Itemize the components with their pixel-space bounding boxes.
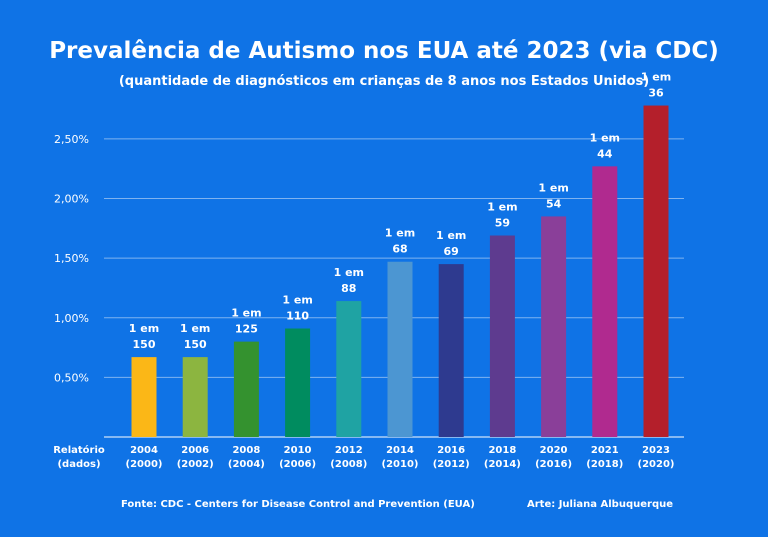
x-tick-label-year: 2018 [488, 445, 516, 456]
x-tick-label-data-year: (2012) [433, 459, 470, 470]
bar [541, 216, 567, 437]
data-label-line2: 59 [495, 217, 510, 230]
data-label-line2: 68 [392, 243, 407, 256]
data-label-line1: 1 em [487, 201, 517, 214]
y-tick-label: 0,50% [54, 371, 89, 384]
data-label-line1: 1 em [282, 294, 312, 307]
x-axis-label-line1: Relatório [53, 444, 105, 456]
x-tick-label-data-year: (2020) [638, 459, 675, 470]
y-tick-label: 1,50% [54, 252, 89, 265]
y-tick-label: 2,50% [54, 133, 89, 146]
data-label-line1: 1 em [590, 131, 620, 144]
x-tick-label-year: 2014 [386, 445, 414, 456]
bar [489, 235, 515, 437]
bar [131, 357, 157, 437]
x-tick-label-year: 2010 [284, 445, 312, 456]
x-tick-label-data-year: (2008) [330, 459, 367, 470]
data-label-line2: 44 [597, 147, 613, 160]
bar [643, 105, 669, 438]
x-tick-label-year: 2006 [181, 445, 209, 456]
data-label-line1: 1 em [538, 181, 568, 194]
x-tick-label-year: 2023 [642, 445, 670, 456]
bar [233, 341, 259, 437]
data-label-line1: 1 em [334, 266, 364, 279]
data-label-line1: 1 em [641, 71, 671, 84]
x-tick-label-data-year: (2014) [484, 459, 521, 470]
x-tick-label-year: 2004 [130, 445, 158, 456]
x-tick-label-year: 2008 [232, 445, 260, 456]
data-label-line2: 150 [184, 338, 207, 351]
x-tick-label-data-year: (2006) [279, 459, 316, 470]
data-label-line2: 88 [341, 282, 356, 295]
bar [285, 328, 311, 437]
art-credit: Arte: Juliana Albuquerque [527, 499, 674, 510]
x-tick-label-data-year: (2002) [177, 459, 214, 470]
data-label-line2: 125 [235, 323, 258, 336]
bar [592, 166, 618, 437]
bar [182, 357, 208, 437]
data-label-line1: 1 em [180, 322, 210, 335]
bar [336, 301, 362, 437]
data-label-line2: 54 [546, 197, 562, 210]
bar [438, 264, 464, 437]
x-tick-label-year: 2016 [437, 445, 465, 456]
x-tick-label-data-year: (2010) [382, 459, 419, 470]
x-tick-label-data-year: (2004) [228, 459, 265, 470]
y-tick-label: 2,00% [54, 193, 89, 206]
data-label-line2: 69 [444, 245, 459, 258]
data-label-line1: 1 em [385, 227, 415, 240]
source-credit: Fonte: CDC - Centers for Disease Control… [121, 499, 475, 510]
data-label-line1: 1 em [436, 229, 466, 242]
data-label-line2: 150 [133, 338, 156, 351]
chart-subtitle: (quantidade de diagnósticos em crianças … [118, 74, 650, 89]
data-label-line1: 1 em [231, 307, 261, 320]
x-tick-label-year: 2020 [540, 445, 568, 456]
data-label-line2: 36 [648, 87, 664, 100]
y-tick-label: 1,00% [54, 312, 89, 325]
data-label-line2: 110 [286, 310, 309, 323]
x-axis-label-line2: (dados) [57, 459, 100, 470]
x-tick-label-year: 2021 [591, 445, 619, 456]
x-tick-label-data-year: (2000) [126, 459, 163, 470]
bar [387, 261, 413, 437]
x-tick-label-year: 2012 [335, 445, 363, 456]
x-tick-label-data-year: (2016) [535, 459, 572, 470]
x-tick-label-data-year: (2018) [586, 459, 623, 470]
data-label-line1: 1 em [129, 322, 159, 335]
chart-title: Prevalência de Autismo nos EUA até 2023 … [49, 38, 719, 64]
